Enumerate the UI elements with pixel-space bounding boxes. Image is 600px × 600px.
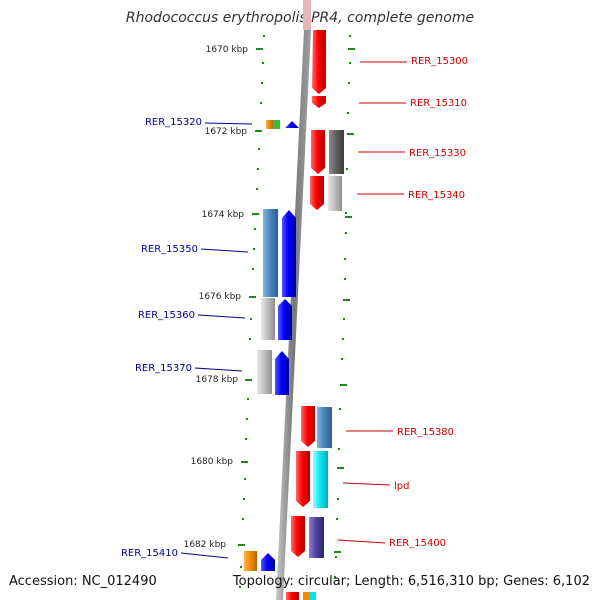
tick-right	[340, 384, 347, 386]
gene-arrow[interactable]	[301, 406, 315, 447]
accession-info: Accession: NC_012490	[9, 574, 157, 589]
gene-block[interactable]	[309, 517, 324, 558]
tick-right	[343, 299, 350, 301]
gene-arrow[interactable]	[275, 351, 289, 395]
gene-block[interactable]	[261, 298, 275, 340]
topology-info: Topology: circular; Length: 6,516,310 bp…	[232, 574, 590, 589]
connector-line	[194, 367, 243, 372]
gene-block[interactable]	[329, 130, 344, 174]
scale-label: 1680 kbp	[191, 457, 234, 467]
gene-block[interactable]	[266, 120, 273, 129]
genome-axis	[276, 30, 311, 600]
gene-block[interactable]	[317, 407, 332, 448]
gene-label[interactable]: RER_15410	[121, 548, 178, 559]
connector-line	[197, 314, 246, 319]
connector-line	[180, 552, 229, 559]
tick-left	[252, 213, 259, 215]
tick-right	[334, 551, 341, 553]
gene-block[interactable]	[303, 592, 309, 600]
scale-label: 1678 kbp	[196, 375, 239, 385]
gene-arrow[interactable]	[285, 121, 299, 128]
right-guide-dots	[334, 35, 351, 578]
genome-axis-top-highlight	[303, 0, 311, 30]
gene-label[interactable]: RER_15320	[145, 117, 202, 128]
connector-line	[204, 122, 253, 125]
gene-labels: RER_15300 RER_15310 RER_15330 RER_15340 …	[121, 56, 468, 559]
scale-labels: 1670 kbp 1672 kbp 1674 kbp 1676 kbp 1678…	[184, 45, 249, 550]
left-guide-dots	[239, 35, 265, 588]
scale-label: 1676 kbp	[199, 292, 242, 302]
tick-left	[238, 544, 245, 546]
scale-label: 1674 kbp	[202, 210, 245, 220]
gene-block[interactable]	[286, 592, 299, 600]
gene-arrow[interactable]	[296, 451, 310, 507]
connector-line	[342, 482, 391, 486]
gene-block[interactable]	[309, 592, 316, 600]
gene-label[interactable]: RER_15330	[409, 148, 466, 159]
gene-arrows	[244, 30, 344, 600]
connector-line	[200, 248, 249, 253]
gene-label[interactable]: RER_15350	[141, 244, 198, 255]
gene-block[interactable]	[257, 350, 272, 394]
tick-left	[241, 461, 248, 463]
gene-label[interactable]: RER_15370	[135, 363, 192, 374]
gene-arrow[interactable]	[312, 96, 326, 108]
genome-title: Rhodococcus erythropolis PR4, complete g…	[125, 10, 475, 26]
gene-arrow[interactable]	[310, 176, 324, 210]
gene-block[interactable]	[263, 209, 278, 297]
gene-block[interactable]	[244, 551, 257, 571]
gene-label[interactable]: RER_15380	[397, 427, 454, 438]
tick-right	[348, 48, 355, 50]
tick-left	[245, 379, 252, 381]
gene-block[interactable]	[328, 176, 342, 211]
gene-arrow[interactable]	[282, 210, 296, 297]
tick-left	[256, 48, 263, 50]
gene-arrow[interactable]	[312, 30, 326, 94]
gene-arrow[interactable]	[291, 516, 305, 557]
gene-label[interactable]: RER_15310	[410, 98, 467, 109]
tick-left	[255, 130, 262, 132]
scale-ticks	[238, 48, 355, 553]
scale-label: 1670 kbp	[206, 45, 249, 55]
scale-label: 1682 kbp	[184, 540, 227, 550]
tick-right	[337, 467, 344, 469]
label-connectors	[180, 61, 407, 559]
gene-label[interactable]: RER_15300	[411, 56, 468, 67]
tick-left	[249, 296, 256, 298]
gene-block[interactable]	[313, 451, 328, 508]
gene-arrow[interactable]	[278, 299, 292, 340]
connector-line	[337, 539, 386, 544]
gene-label[interactable]: RER_15400	[389, 538, 446, 549]
gene-arrow[interactable]	[311, 130, 325, 174]
gene-label[interactable]: RER_15360	[138, 310, 195, 321]
tick-right	[347, 133, 354, 135]
gene-arrow[interactable]	[261, 553, 275, 571]
track-guides	[239, 35, 351, 588]
gene-label[interactable]: lpd	[394, 481, 409, 492]
tick-right	[345, 216, 352, 218]
gene-label[interactable]: RER_15340	[408, 190, 465, 201]
gene-block[interactable]	[273, 120, 280, 129]
scale-label: 1672 kbp	[205, 127, 248, 137]
